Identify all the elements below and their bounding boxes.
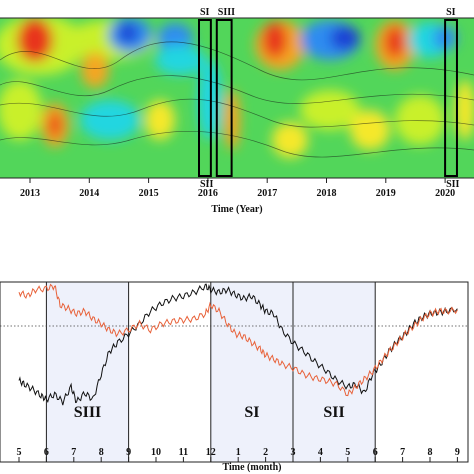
line-chart-x-tick-label: 9 <box>455 447 460 458</box>
heatmap-contours <box>0 41 474 158</box>
heatmap-x-tick-label: 2015 <box>139 188 159 199</box>
heatmap-x-axis: 2013 2014 2015 2016 2017 2018 2019 2020 <box>20 178 455 199</box>
period-region-label: SIII <box>74 404 102 421</box>
line-chart-x-tick-label: 6 <box>44 447 49 458</box>
period-box-top-label: SI <box>446 7 456 18</box>
period-box-top-label: SI <box>200 7 210 18</box>
line-chart-x-tick-label: 2 <box>263 447 268 458</box>
heatmap-x-tick-label: 2016 <box>198 188 218 199</box>
period-region <box>45 281 130 463</box>
line-chart-x-tick-label: 6 <box>373 447 378 458</box>
line-chart-x-tick-label: 7 <box>71 447 76 458</box>
heatmap-x-tick-label: 2020 <box>435 188 455 199</box>
series-line <box>18 283 458 406</box>
line-chart-x-axis-label: Time (month) <box>223 462 282 473</box>
line-chart-x-tick-label: 4 <box>318 447 323 458</box>
period-region <box>292 281 376 463</box>
period-region-label: SII <box>323 404 344 421</box>
line-chart-series <box>18 283 458 406</box>
line-chart-x-tick-label: 10 <box>151 447 161 458</box>
period-box-top-label: SIII <box>218 7 235 18</box>
line-chart-x-tick-label: 5 <box>17 447 22 458</box>
heatmap-field <box>0 18 474 158</box>
period-box-bottom-label: SII <box>446 179 459 190</box>
line-chart-period-shading: SI SII SIII <box>45 281 376 463</box>
heatmap-x-tick-label: 2019 <box>376 188 396 199</box>
line-chart-x-tick-label: 12 <box>206 447 216 458</box>
period-region <box>210 281 294 463</box>
line-chart-x-tick-label: 3 <box>291 447 296 458</box>
line-chart-x-tick-label: 8 <box>428 447 433 458</box>
heatmap-x-axis-label: Time (Year) <box>211 204 262 215</box>
line-chart-x-axis: 5 6 7 8 9 10 11 12 1 2 3 4 5 6 7 8 9 <box>17 447 460 462</box>
period-region-label: SI <box>244 404 259 421</box>
period-box <box>444 19 458 177</box>
heatmap-x-tick-label: 2013 <box>20 188 40 199</box>
line-chart-frame <box>0 281 469 463</box>
heatmap-x-tick-label: 2017 <box>257 188 277 199</box>
heatmap-panel: 2013 2014 2015 2016 2017 2018 2019 2020 SISIISI… <box>0 7 474 215</box>
period-box <box>198 19 212 177</box>
period-box-bottom-label: SII <box>200 179 213 190</box>
line-chart-x-tick-label: 5 <box>345 447 350 458</box>
heatmap-x-tick-label: 2014 <box>79 188 99 199</box>
period-box <box>215 19 233 177</box>
heatmap-period-boxes: SI SII SIII SI SII <box>198 7 460 190</box>
line-chart-x-tick-label: 1 <box>236 447 241 458</box>
line-chart-x-tick-label: 7 <box>400 447 405 458</box>
series-line <box>18 283 458 397</box>
line-chart-x-tick-label: 9 <box>126 447 131 458</box>
line-chart-x-tick-label: 8 <box>99 447 104 458</box>
line-chart-x-tick-label: 11 <box>179 447 188 458</box>
heatmap-x-tick-label: 2018 <box>317 188 337 199</box>
